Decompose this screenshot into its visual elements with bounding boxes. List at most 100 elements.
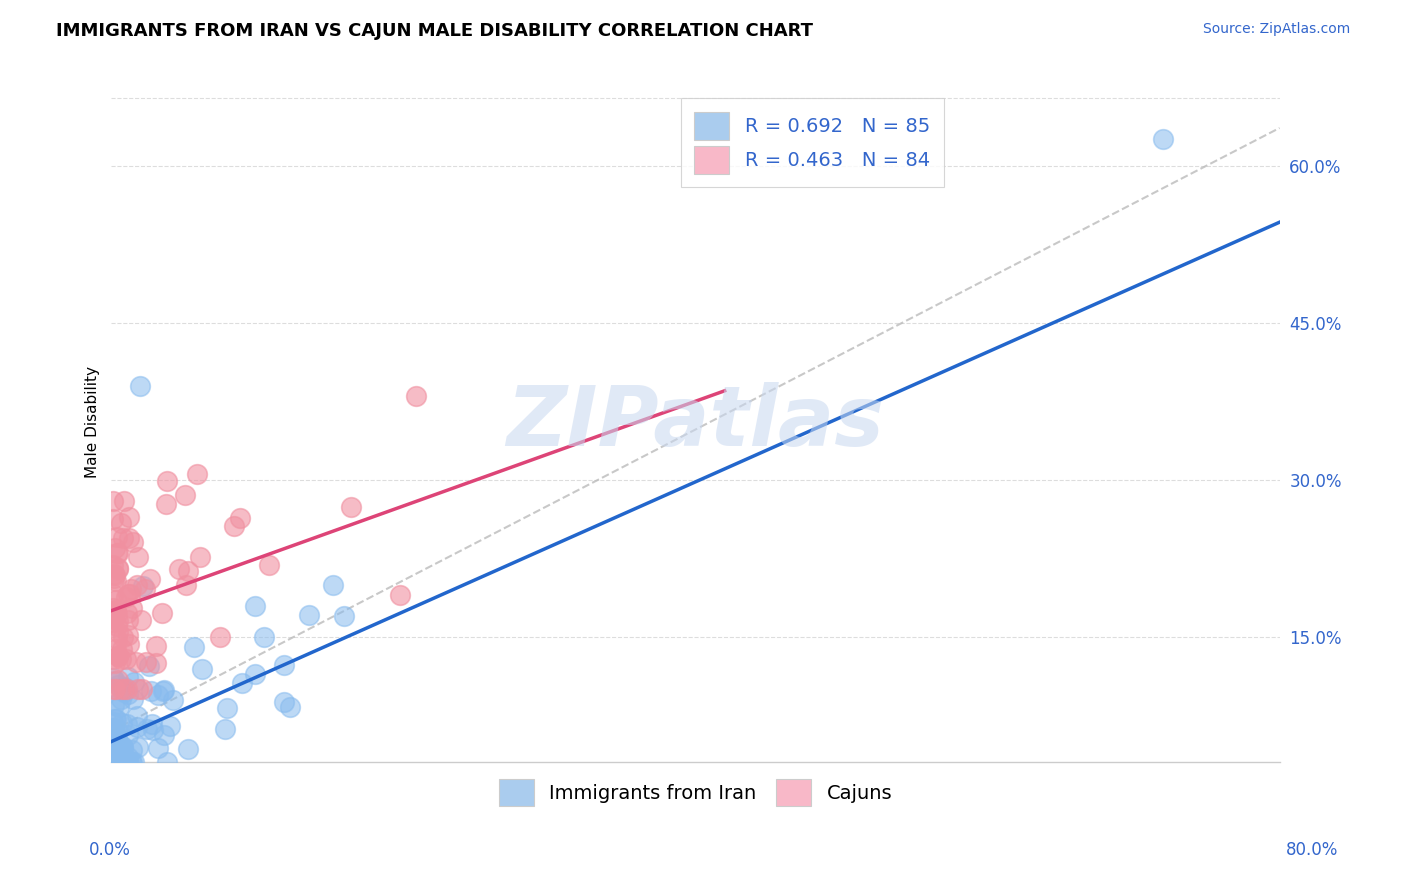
- Point: [101, 652, 124, 666]
- Point: [114, 685, 136, 699]
- Point: [101, 755, 124, 769]
- Point: [152, 684, 174, 698]
- Point: [103, 682, 125, 697]
- Point: [107, 625, 129, 640]
- Point: [101, 608, 124, 623]
- Point: [162, 693, 184, 707]
- Point: [120, 756, 142, 770]
- Point: [121, 743, 143, 757]
- Text: Source: ZipAtlas.com: Source: ZipAtlas.com: [1202, 22, 1350, 37]
- Point: [111, 739, 134, 753]
- Point: [107, 648, 129, 663]
- Point: [101, 714, 124, 729]
- Point: [107, 649, 129, 664]
- Point: [104, 725, 127, 739]
- Point: [105, 607, 128, 621]
- Text: 80.0%: 80.0%: [1286, 841, 1339, 859]
- Point: [138, 659, 160, 673]
- Point: [156, 474, 179, 488]
- Point: [125, 578, 148, 592]
- Point: [215, 701, 238, 715]
- Point: [117, 756, 139, 770]
- Point: [104, 756, 127, 770]
- Point: [108, 699, 131, 714]
- Point: [104, 604, 127, 618]
- Point: [101, 721, 124, 735]
- Point: [103, 756, 125, 770]
- Point: [101, 747, 124, 761]
- Point: [104, 642, 127, 657]
- Point: [117, 756, 139, 770]
- Point: [273, 695, 295, 709]
- Point: [107, 731, 129, 745]
- Point: [103, 750, 125, 764]
- Point: [111, 740, 134, 755]
- Point: [117, 687, 139, 701]
- Point: [117, 587, 139, 601]
- Point: [117, 670, 139, 684]
- Point: [101, 494, 124, 508]
- Point: [224, 519, 246, 533]
- Point: [105, 546, 128, 560]
- Point: [121, 601, 143, 615]
- Point: [231, 676, 253, 690]
- Point: [257, 558, 280, 573]
- Point: [110, 715, 132, 730]
- Point: [101, 615, 124, 630]
- Point: [139, 572, 162, 586]
- Point: [127, 740, 149, 755]
- Point: [278, 700, 301, 714]
- Point: [146, 741, 169, 756]
- Point: [214, 722, 236, 736]
- Point: [117, 749, 139, 764]
- Point: [129, 613, 152, 627]
- Point: [112, 630, 135, 644]
- Point: [112, 741, 135, 756]
- Point: [112, 681, 135, 695]
- Point: [118, 531, 141, 545]
- Point: [105, 632, 128, 646]
- Point: [107, 756, 129, 770]
- Point: [156, 756, 179, 770]
- Point: [101, 586, 124, 600]
- Point: [340, 500, 363, 515]
- Point: [104, 749, 127, 764]
- Point: [118, 587, 141, 601]
- Point: [107, 678, 129, 692]
- Point: [101, 756, 124, 770]
- Point: [132, 579, 155, 593]
- Point: [152, 683, 174, 698]
- Point: [148, 688, 170, 702]
- Point: [153, 728, 176, 742]
- Point: [108, 739, 131, 753]
- Point: [177, 564, 200, 578]
- Point: [110, 682, 132, 697]
- Point: [145, 639, 167, 653]
- Point: [115, 590, 138, 604]
- Point: [150, 606, 173, 620]
- Point: [134, 582, 156, 597]
- Point: [110, 746, 132, 760]
- Point: [104, 735, 127, 749]
- Point: [141, 684, 163, 698]
- Point: [110, 652, 132, 666]
- Point: [142, 723, 165, 737]
- Point: [117, 728, 139, 742]
- Point: [129, 378, 152, 392]
- Legend: Immigrants from Iran, Cajuns: Immigrants from Iran, Cajuns: [491, 771, 900, 814]
- Point: [103, 756, 125, 770]
- Point: [104, 574, 127, 588]
- Point: [103, 571, 125, 585]
- Point: [104, 673, 127, 688]
- Point: [174, 578, 197, 592]
- Point: [183, 640, 205, 654]
- Point: [105, 723, 128, 738]
- Point: [114, 494, 136, 508]
- Point: [122, 756, 145, 770]
- Point: [104, 712, 127, 726]
- Point: [118, 637, 141, 651]
- Point: [105, 713, 128, 727]
- Point: [298, 608, 321, 623]
- Point: [107, 756, 129, 770]
- Point: [121, 535, 143, 549]
